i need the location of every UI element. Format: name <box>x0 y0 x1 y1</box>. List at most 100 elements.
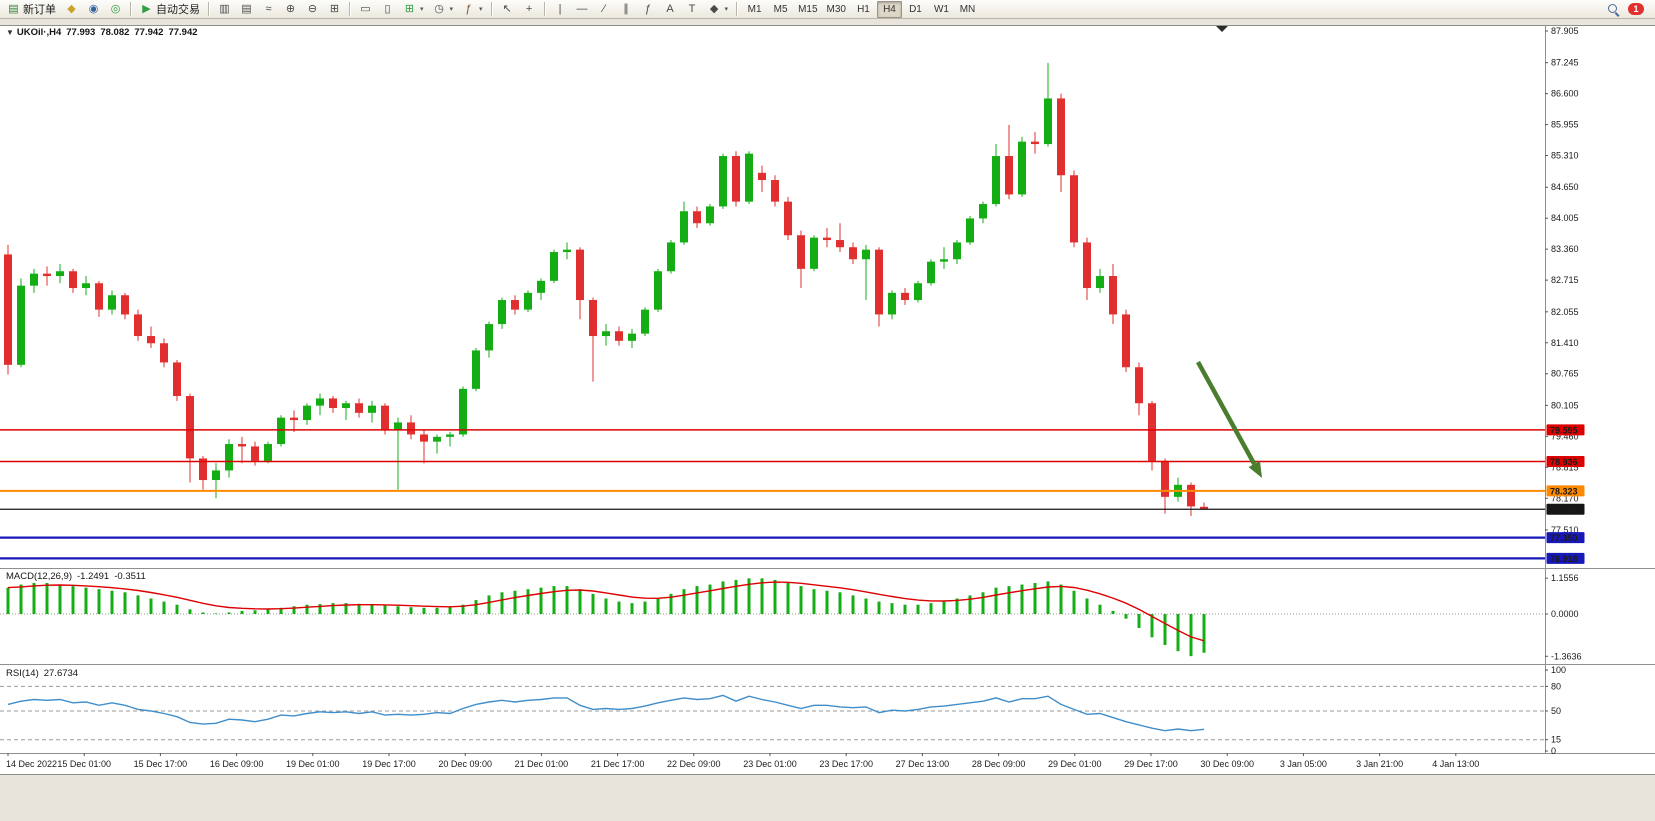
timeframe-h1-button[interactable]: H1 <box>857 3 870 15</box>
search-icon[interactable] <box>1607 3 1620 16</box>
svg-text:77.942: 77.942 <box>1550 505 1578 515</box>
vertical-line-icon[interactable]: | <box>550 0 571 18</box>
cascade-windows-icon: ▭ <box>360 2 371 15</box>
svg-text:79.460: 79.460 <box>1551 431 1579 441</box>
svg-text:76.918: 76.918 <box>1550 554 1578 564</box>
timeframe-m5-button[interactable]: M5 <box>773 3 788 15</box>
svg-text:15 Dec 17:00: 15 Dec 17:00 <box>134 759 188 769</box>
bar-chart-icon[interactable]: ▥ <box>214 0 235 18</box>
dropdown-arrow-icon[interactable]: ▾ <box>479 6 483 13</box>
svg-text:81.410: 81.410 <box>1551 338 1579 348</box>
community-icon: ◉ <box>88 2 99 15</box>
timeframe-w1-button[interactable]: W1 <box>933 3 949 15</box>
svg-text:82.055: 82.055 <box>1551 307 1579 317</box>
fibonacci-icon: ƒ <box>644 2 652 15</box>
svg-text:22 Dec 09:00: 22 Dec 09:00 <box>667 759 721 769</box>
chart-window[interactable]: 87.905 87.245 86.600 85.955 85.310 84.650 84.0… <box>0 25 1655 775</box>
time-axis[interactable]: 14 Dec 2022 15 Dec 01:00 15 Dec 17:00 16 De… <box>6 753 1479 769</box>
svg-text:20 Dec 09:00: 20 Dec 09:00 <box>438 759 492 769</box>
timeframe-m30-button[interactable]: M30 <box>826 3 846 15</box>
text-icon[interactable]: A <box>660 0 681 18</box>
toolbar-right: 1 <box>1607 3 1652 16</box>
svg-text:50: 50 <box>1551 706 1561 716</box>
svg-text:82.715: 82.715 <box>1551 275 1579 285</box>
svg-text:30 Dec 09:00: 30 Dec 09:00 <box>1200 759 1254 769</box>
svg-text:0.0000: 0.0000 <box>1551 609 1579 619</box>
label-icon: T <box>688 2 696 15</box>
crosshair-icon[interactable]: + <box>519 0 540 18</box>
indicators-icon: ƒ <box>465 2 472 15</box>
timeframe-m15-button[interactable]: M15 <box>798 3 818 15</box>
svg-text:80.105: 80.105 <box>1551 400 1579 410</box>
toolbar-separator <box>490 2 493 16</box>
bar-chart-icon: ▥ <box>219 2 230 15</box>
chart-canvas[interactable]: 87.905 87.245 86.600 85.955 85.310 84.650 84.0… <box>0 25 1655 775</box>
market-icon[interactable]: ◎ <box>105 0 126 18</box>
gold-chart-icon[interactable]: ◆ <box>61 0 82 18</box>
fibonacci-icon[interactable]: ƒ <box>638 0 659 18</box>
market-icon: ◎ <box>110 2 121 15</box>
arrange-vertical-icon[interactable]: ▯ <box>377 0 398 18</box>
horizontal-price-lines[interactable] <box>0 429 1545 560</box>
candlestick-chart-icon[interactable]: ▤ <box>236 0 257 18</box>
cascade-windows-icon[interactable]: ▭ <box>355 0 376 18</box>
svg-text:19 Dec 01:00: 19 Dec 01:00 <box>286 759 340 769</box>
toolbar-separator <box>543 2 546 16</box>
dropdown-arrow-icon[interactable]: ▾ <box>449 6 454 13</box>
svg-text:84.650: 84.650 <box>1551 182 1579 192</box>
periods-icon[interactable]: ◷ ▾ <box>429 0 458 18</box>
autotrading-play-icon: ▶ <box>142 2 151 15</box>
svg-text:28 Dec 09:00: 28 Dec 09:00 <box>972 759 1026 769</box>
zoom-in-icon[interactable]: ⊕ <box>280 0 301 18</box>
new-order-button[interactable]: ▤ 新订单 <box>3 0 60 18</box>
svg-text:1.1556: 1.1556 <box>1551 573 1579 583</box>
horizontal-line-icon: — <box>576 2 588 15</box>
indicator-axes[interactable]: 1.1556 0.0000 -1.3636 100 80 50 150 <box>1545 573 1582 756</box>
zoom-out-icon[interactable]: ⊖ <box>302 0 323 18</box>
svg-text:29 Dec 01:00: 29 Dec 01:00 <box>1048 759 1102 769</box>
autotrading-button[interactable]: ▶ 自动交易 <box>136 0 204 18</box>
svg-text:84.005: 84.005 <box>1551 213 1579 223</box>
new-chart-icon[interactable]: ⊞ ▾ <box>399 0 428 18</box>
svg-text:83.360: 83.360 <box>1551 244 1579 254</box>
chart-shift-marker-icon[interactable] <box>1216 26 1228 32</box>
svg-text:87.905: 87.905 <box>1551 26 1579 36</box>
community-icon[interactable]: ◉ <box>83 0 104 18</box>
svg-text:78.936: 78.936 <box>1550 457 1578 467</box>
notification-badge[interactable]: 1 <box>1628 3 1644 15</box>
timeframe-mn-button[interactable]: MN <box>959 3 976 15</box>
price-axis[interactable]: 87.905 87.245 86.600 85.955 85.310 84.650 84.0… <box>1545 26 1579 535</box>
indicators-icon[interactable]: ƒ ▾ <box>458 0 487 18</box>
svg-text:23 Dec 01:00: 23 Dec 01:00 <box>743 759 797 769</box>
timeframe-d1-button[interactable]: D1 <box>909 3 922 15</box>
label-icon[interactable]: T <box>682 0 703 18</box>
timeframe-m1-button[interactable]: M1 <box>747 3 762 15</box>
svg-text:16 Dec 09:00: 16 Dec 09:00 <box>210 759 264 769</box>
channel-icon[interactable]: ∥ <box>616 0 637 18</box>
trendline-icon[interactable]: ∕ <box>594 0 615 18</box>
horizontal-line-icon[interactable]: — <box>572 0 593 18</box>
line-chart-icon[interactable]: ≈ <box>258 0 279 18</box>
line-chart-icon: ≈ <box>265 2 272 15</box>
autotrading-button-label: 自动交易 <box>156 4 200 16</box>
trend-arrow[interactable] <box>1196 360 1262 478</box>
periods-icon: ◷ <box>434 2 444 15</box>
zoom-in-icon: ⊕ <box>285 2 296 15</box>
new-order-icon: ▤ <box>8 2 19 15</box>
svg-text:77.350: 77.350 <box>1550 533 1578 543</box>
toolbar-separator <box>736 2 739 16</box>
shapes-icon[interactable]: ◆ ▾ <box>704 0 733 18</box>
svg-text:19 Dec 17:00: 19 Dec 17:00 <box>362 759 416 769</box>
tile-windows-icon: ⊞ <box>329 2 340 15</box>
tile-windows-icon[interactable]: ⊞ <box>324 0 345 18</box>
dropdown-arrow-icon[interactable]: ▾ <box>724 6 729 13</box>
svg-text:0: 0 <box>1551 746 1556 756</box>
svg-text:-1.3636: -1.3636 <box>1551 651 1582 661</box>
new-order-button-label: 新订单 <box>23 4 56 16</box>
timeframe-h4-button[interactable]: H4 <box>876 0 902 18</box>
dropdown-arrow-icon[interactable]: ▾ <box>420 6 424 13</box>
svg-text:21 Dec 01:00: 21 Dec 01:00 <box>515 759 569 769</box>
toolbar-buttons: ▤ 新订单 ◆ ◉ ◎ ▶ 自动交易 ▥ ▤ ≈ ⊕ ⊖ ⊞ ▭ ▯ ⊞ ▾ ◷ ▾ ƒ ▾ ↖ + | — ∕ ∥ ƒ A T ◆ ▾ M1 M… <box>3 0 980 18</box>
svg-text:86.600: 86.600 <box>1551 89 1579 99</box>
cursor-icon[interactable]: ↖ <box>497 0 518 18</box>
